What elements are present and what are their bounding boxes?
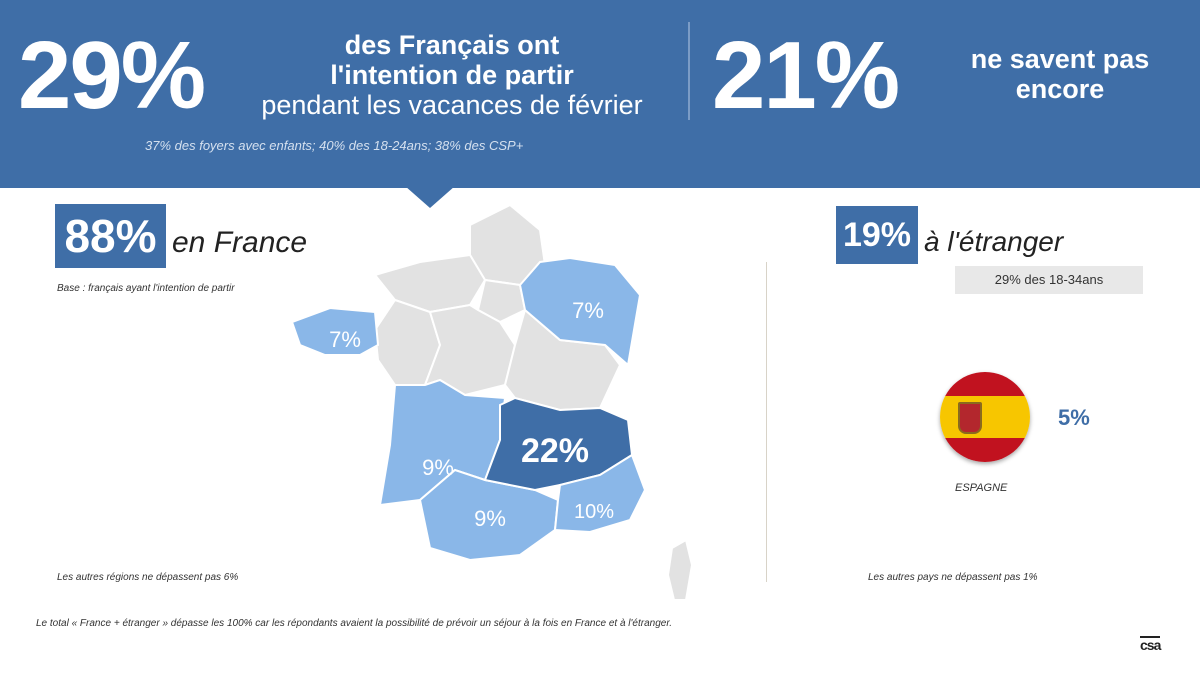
footnote: Le total « France + étranger » dépasse l… xyxy=(36,618,673,629)
abroad-age-tag: 29% des 18-34ans xyxy=(955,266,1143,294)
headline-departing-normal: pendant les vacances de février xyxy=(261,90,643,120)
abroad-percentage-box: 19% xyxy=(836,206,918,264)
region-value-bretagne: 7% xyxy=(329,327,361,352)
map-region-provence-alpes-cote-dazur xyxy=(553,453,647,534)
france-percentage-box: 88% xyxy=(55,204,166,268)
other-countries-note: Les autres pays ne dépassent pas 1% xyxy=(868,572,1038,583)
header-banner xyxy=(0,0,1200,188)
region-value-auvergne-rhone-alpes: 22% xyxy=(521,432,589,470)
spain-percentage: 5% xyxy=(1058,405,1090,430)
map-region-ile-de-france xyxy=(476,278,527,324)
abroad-label: à l'étranger xyxy=(924,226,1064,257)
headline-percentage-undecided: 21% xyxy=(712,22,900,129)
region-value-paca: 10% xyxy=(574,501,614,523)
flag-stripe-bottom xyxy=(940,438,1030,462)
headline-departing-text: des Français ont l'intention de partir p… xyxy=(232,30,672,120)
spain-label: ESPAGNE xyxy=(955,482,1008,494)
base-note: Base : français ayant l'intention de par… xyxy=(57,283,235,294)
banner-divider xyxy=(688,22,690,120)
map-region-corse xyxy=(666,538,694,601)
flag-stripe-middle xyxy=(940,396,1030,438)
flag-stripe-top xyxy=(940,372,1030,396)
headline-undecided-text: ne savent pas encore xyxy=(970,44,1150,104)
france-label: en France xyxy=(172,226,308,259)
spain-flag-icon xyxy=(940,372,1030,462)
region-value-occitanie: 9% xyxy=(474,506,506,531)
region-value-nouvelle-aquitaine: 9% xyxy=(422,455,454,480)
headline-percentage-departing: 29% xyxy=(18,22,206,129)
region-value-grand-est: 7% xyxy=(572,298,604,323)
other-regions-note: Les autres régions ne dépassent pas 6% xyxy=(57,572,239,583)
section-separator xyxy=(766,262,767,582)
map-region-bretagne xyxy=(290,306,380,356)
csa-logo: csa xyxy=(1140,636,1161,653)
map-region-grand-est xyxy=(518,256,642,367)
headline-departing-bold: des Français ont l'intention de partir xyxy=(330,30,574,90)
headline-sub-stats: 37% des foyers avec enfants; 40% des 18-… xyxy=(145,138,524,153)
flag-emblem xyxy=(958,402,982,434)
banner-pointer xyxy=(405,186,455,208)
